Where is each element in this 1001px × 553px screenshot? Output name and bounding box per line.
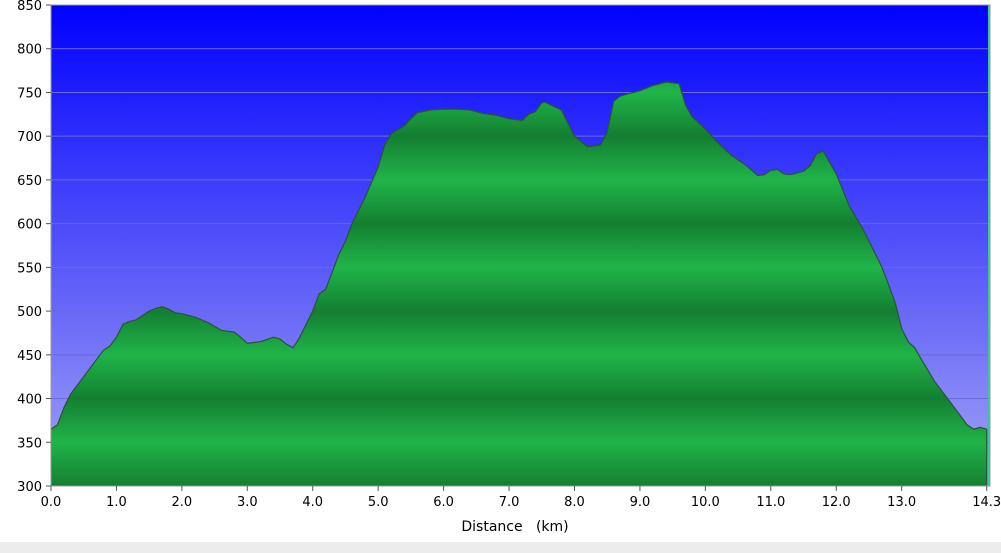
y-tick-label: 400 [17, 393, 42, 408]
x-axis: 0.0 1.0 2.0 3.0 4.0 5.0 6.0 7.0 8.0 9.0 10.0 11.0 12… [41, 486, 1001, 510]
x-tick-label: 2.0 [172, 495, 193, 510]
x-tick-label: 7.0 [499, 495, 520, 510]
y-tick-label: 750 [17, 86, 42, 101]
y-tick-label: 500 [17, 305, 42, 320]
y-axis: 300 350 400 450 500 550 600 650 700 750 800 850 [17, 0, 51, 495]
x-tick-label: 1.0 [106, 495, 127, 510]
x-tick-label: 14.3 [972, 495, 1001, 510]
x-tick-label: 13.0 [887, 495, 916, 510]
x-tick-label: 12.0 [822, 495, 851, 510]
footer-strip [0, 542, 1001, 553]
x-tick-label: 6.0 [433, 495, 454, 510]
x-tick-label: 8.0 [564, 495, 585, 510]
x-tick-label: 0.0 [41, 495, 62, 510]
y-tick-label: 300 [17, 480, 42, 495]
y-tick-label: 850 [17, 0, 42, 14]
x-tick-label: 11.0 [756, 495, 785, 510]
x-tick-label: 4.0 [302, 495, 323, 510]
y-tick-label: 450 [17, 349, 42, 364]
elevation-area [51, 81, 988, 486]
y-tick-label: 550 [17, 261, 42, 276]
x-axis-title: Distance (km) [461, 519, 568, 535]
y-tick-label: 350 [17, 436, 42, 451]
x-tick-label: 9.0 [630, 495, 651, 510]
plot-right-edge [988, 5, 990, 486]
y-tick-label: 700 [17, 130, 42, 145]
x-tick-label: 3.0 [237, 495, 258, 510]
x-tick-label: 10.0 [691, 495, 720, 510]
y-tick-label: 600 [17, 218, 42, 233]
y-tick-label: 800 [17, 43, 42, 58]
area-layer [51, 81, 988, 486]
y-tick-label: 650 [17, 174, 42, 189]
x-tick-label: 5.0 [368, 495, 389, 510]
